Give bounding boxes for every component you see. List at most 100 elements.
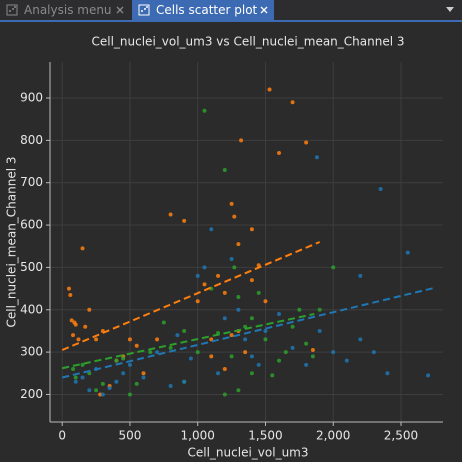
point [168,384,173,388]
point [195,350,200,355]
point [121,371,126,376]
point [100,392,105,397]
point [222,168,227,172]
x-tick-label: 1,000 [181,429,215,443]
point [100,381,105,386]
point [344,358,349,363]
y-tick-label: 800 [20,133,43,147]
point [134,343,139,348]
tab-close[interactable] [116,6,124,14]
x-tick-label: 2,500 [384,429,418,443]
point [426,373,431,378]
point [256,290,261,295]
point [127,362,132,367]
point [155,337,160,342]
point [267,87,272,92]
point [290,100,295,105]
point [94,337,99,342]
point [80,362,85,367]
point [243,350,248,355]
point [236,242,241,247]
point [229,201,234,206]
chart-title: Cell_nuclei_vol_um3 vs Cell_nuclei_mean_… [91,35,404,49]
point [229,256,234,261]
point [229,333,234,338]
point [385,371,390,376]
point [249,316,254,321]
point [114,358,119,363]
point [195,299,200,304]
point [249,354,254,359]
tab-icon [138,4,150,16]
point [141,371,146,376]
point [236,307,241,312]
point [232,214,237,219]
point [310,348,315,352]
point [155,350,160,355]
x-tick-label: 500 [119,429,142,443]
point [168,345,173,350]
point [161,320,166,325]
point [87,307,92,312]
point [182,218,187,223]
point [73,322,78,327]
point [83,324,88,329]
point [358,337,363,342]
point [331,350,336,355]
point [277,151,282,156]
point [107,386,112,391]
point [249,371,254,376]
point [405,250,410,255]
point [290,345,295,350]
point [310,354,315,359]
tab-active[interactable]: Cells scatter plot [132,0,274,20]
point [80,246,85,251]
tab-dropdown[interactable] [446,7,454,13]
point [222,392,227,397]
point [76,337,81,342]
point [182,379,187,384]
point [71,333,76,338]
y-tick-label: 700 [20,175,43,189]
point [263,299,268,304]
point [304,362,309,367]
point [229,354,234,359]
point [195,273,200,278]
chart: Cell_nuclei_vol_um3 vs Cell_nuclei_mean_… [5,35,443,460]
point [68,292,73,297]
point [114,379,119,384]
point [87,388,92,393]
point [127,337,132,342]
point [304,341,309,346]
point [121,356,126,361]
point [236,388,241,393]
x-tick-label: 1,500 [248,429,282,443]
point [263,337,268,342]
y-tick-label: 200 [20,387,43,401]
tab-close[interactable] [260,6,268,14]
x-axis-label: Cell_nuclei_vol_um3 [188,446,309,460]
point [209,227,214,232]
point [202,282,207,287]
point [127,392,132,397]
point [148,350,153,355]
tab-bar: Analysis menu Cells scatter plot [0,0,462,22]
point [331,265,336,270]
tab[interactable]: Analysis menu [0,0,130,20]
trend-line [61,241,321,351]
point [232,265,237,270]
point [277,312,282,316]
y-tick-label: 400 [20,302,43,316]
point [277,358,282,363]
point [243,337,248,342]
point [297,307,302,312]
point [304,140,309,145]
point [182,328,187,333]
point [222,290,227,295]
point [378,187,383,192]
point [188,356,193,361]
point [134,381,139,386]
point [80,375,85,380]
point [94,388,99,393]
